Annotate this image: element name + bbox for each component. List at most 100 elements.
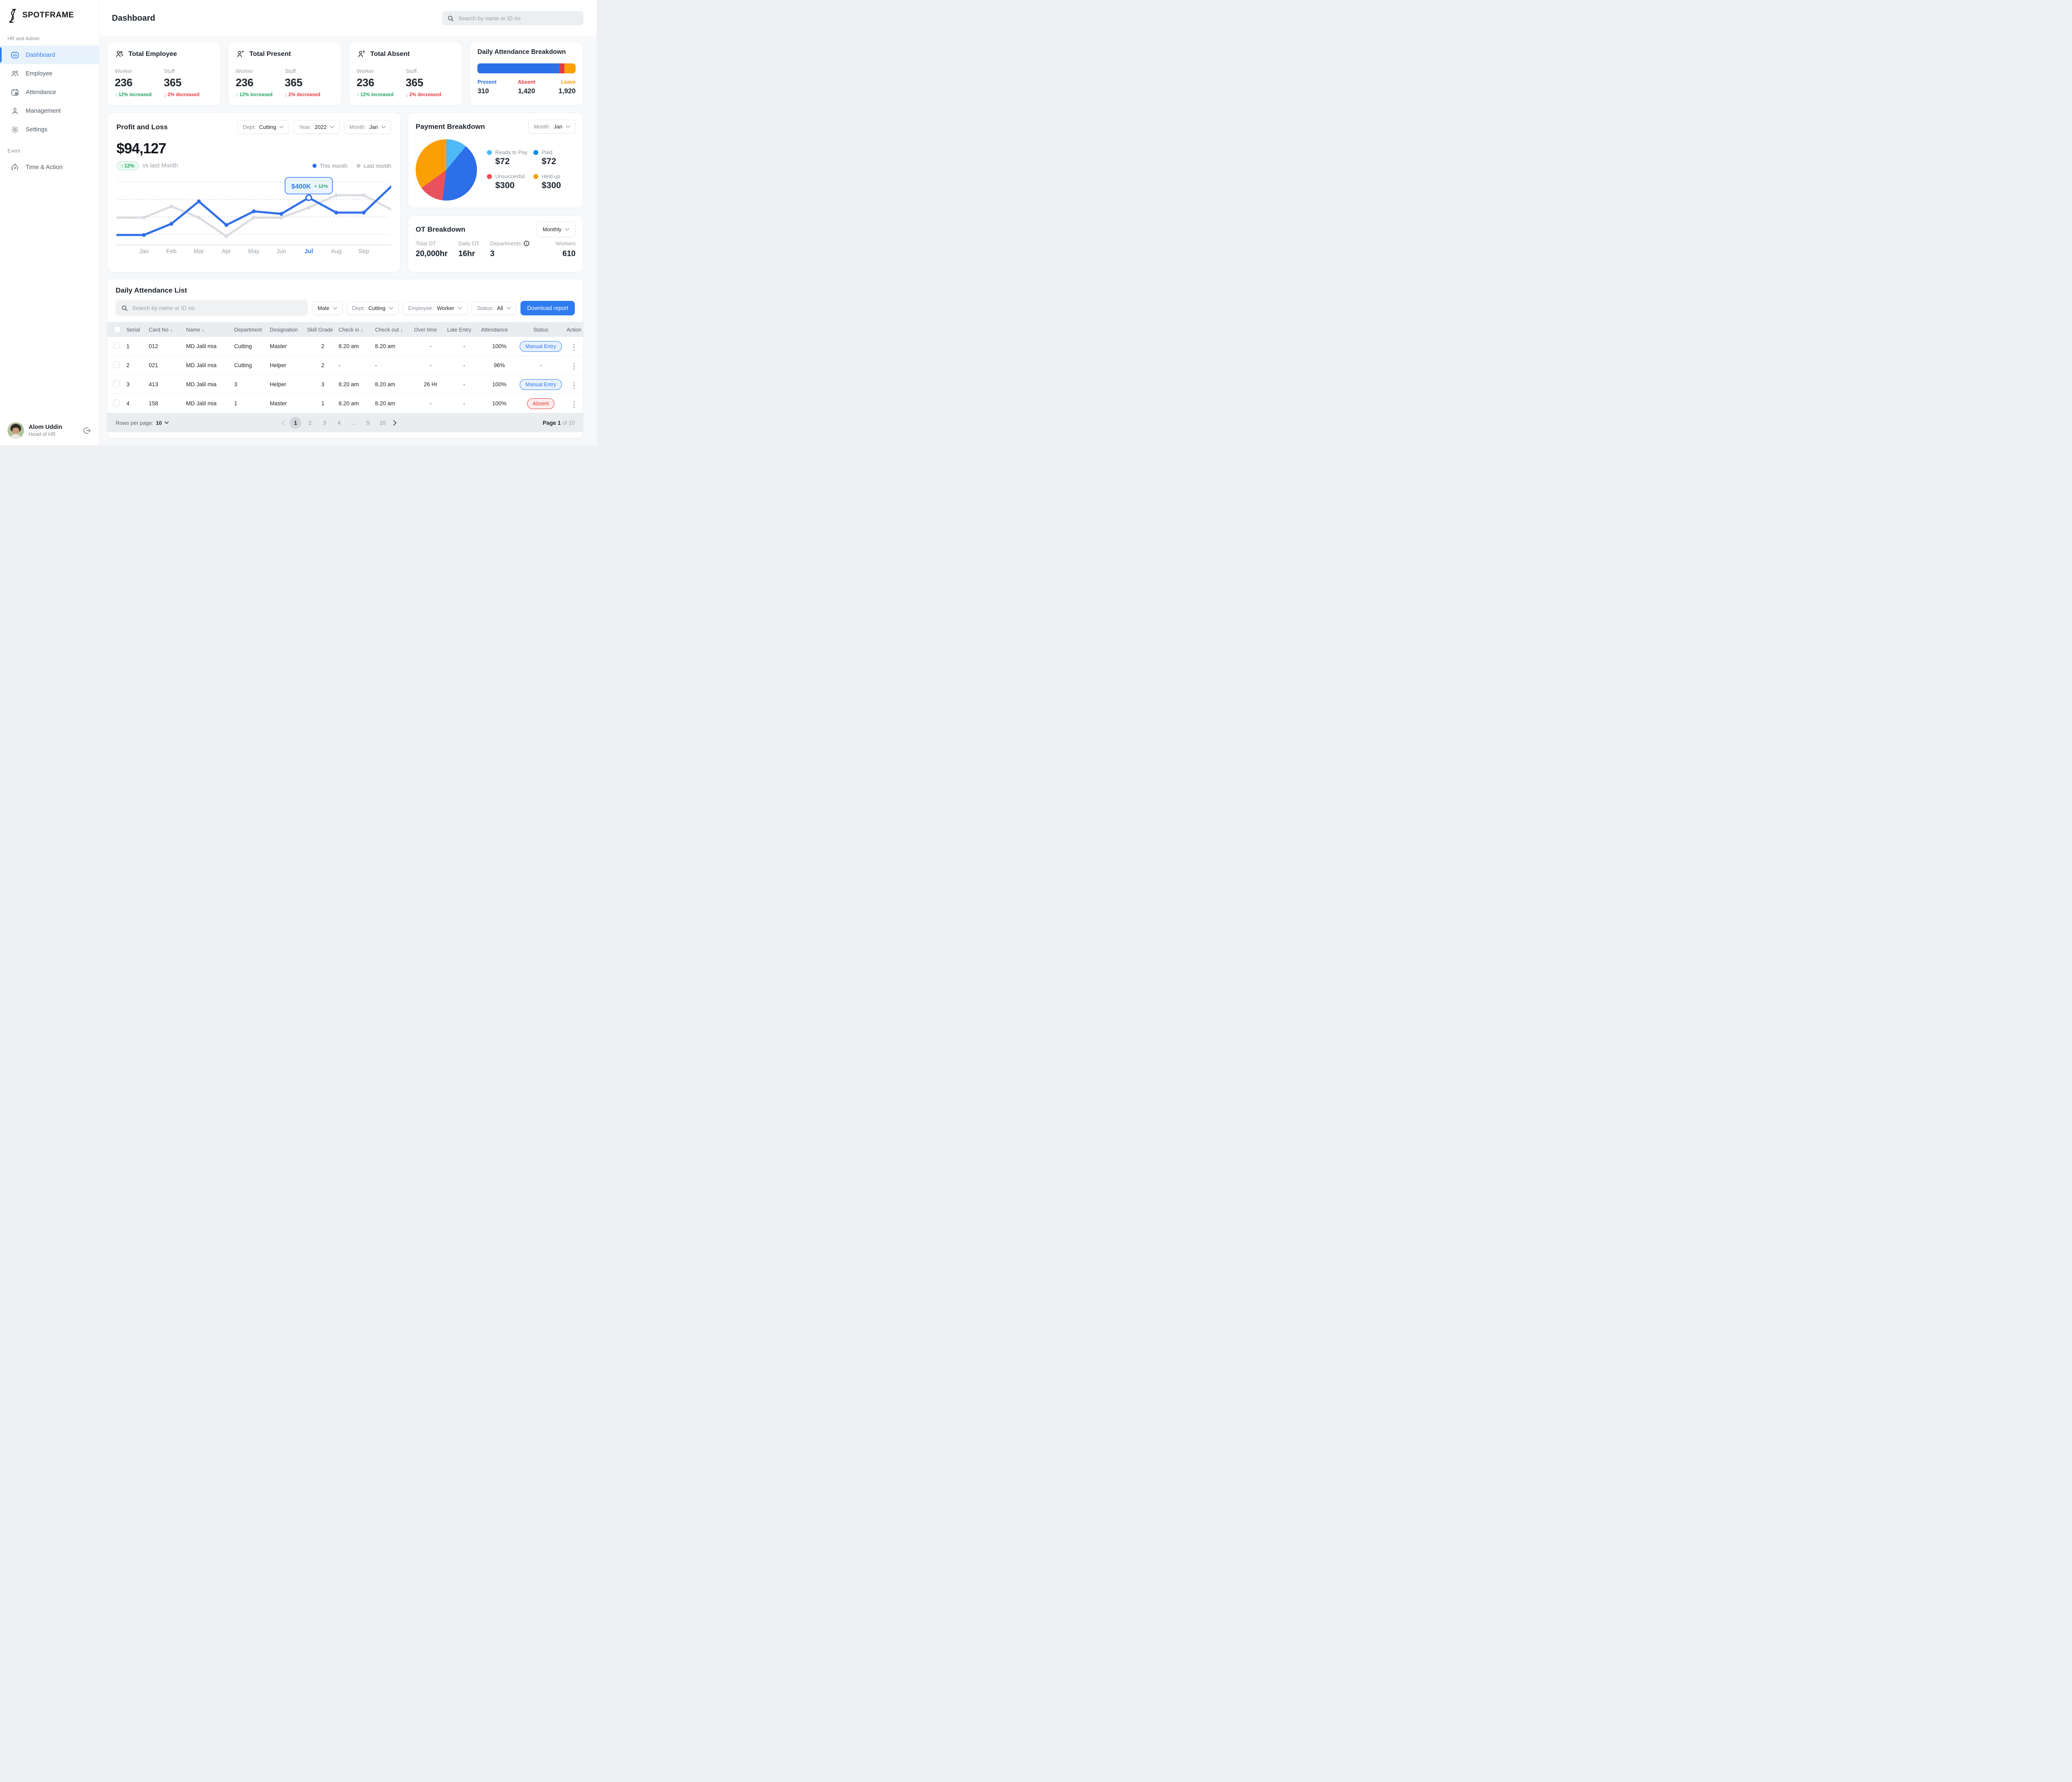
page-number[interactable]: 3 (323, 419, 326, 426)
sidebar-section-event: Event (7, 148, 20, 154)
card-title: OT Breakdown (416, 225, 465, 233)
info-icon[interactable] (523, 240, 530, 247)
col-status[interactable]: Status (533, 326, 549, 333)
ot-total: Total OT 20,000hr (416, 240, 448, 258)
row-checkbox[interactable] (113, 342, 120, 349)
select-all-checkbox[interactable] (114, 326, 121, 333)
stat-value: 236 (115, 76, 133, 89)
card-title: Payment Breakdown (416, 122, 485, 131)
page-number[interactable]: 9 (366, 419, 370, 426)
legend-unsuccesful: Unsuccesful $300 (487, 173, 529, 191)
row-checkbox[interactable] (113, 361, 120, 368)
sidebar-item-time-action[interactable]: Time & Action (0, 158, 99, 177)
month-label: Jan (139, 248, 149, 255)
col-skill-grade[interactable]: Skill Grade (307, 326, 333, 333)
legend-dot-icon (487, 150, 492, 155)
chevron-down-icon (279, 126, 284, 128)
col-attendance[interactable]: Attendance (481, 326, 508, 333)
col-card-no[interactable]: Card No (149, 327, 186, 333)
avatar (7, 422, 24, 439)
logout-icon[interactable] (82, 426, 92, 436)
page-ellipsis: ... (351, 419, 356, 426)
profit-loss-card: Profit and Loss Dept: Cutting Year: 2022 (107, 112, 401, 272)
page-title: Dashboard (112, 13, 155, 23)
stat-value: 236 (235, 76, 254, 89)
col-over-time[interactable]: Over time (414, 326, 437, 333)
attendance-icon (10, 88, 19, 97)
search-icon (121, 305, 128, 312)
stat-stuff: Stuff 365 2% decreased (406, 68, 455, 98)
year-filter-dropdown[interactable]: Year: 2022 (293, 120, 340, 134)
ot-period-dropdown[interactable]: Monthly (536, 222, 576, 237)
app-root: SPOTFRAME HR and Admin Dashboard Employe… (0, 0, 597, 446)
sidebar-item-attendance[interactable]: Attendance (0, 83, 99, 102)
col-check-out[interactable]: Check out (375, 327, 414, 333)
payment-month-dropdown[interactable]: Month: Jan (528, 120, 576, 133)
legend-dot-icon (533, 174, 538, 179)
employee-icon (10, 69, 19, 78)
col-action[interactable]: Action (566, 326, 581, 333)
download-report-button[interactable]: Download report (520, 300, 575, 315)
legend-dot-icon (312, 164, 317, 168)
col-department[interactable]: Department (234, 326, 262, 333)
sidebar-item-dashboard[interactable]: Dashboard (0, 46, 99, 64)
employee-filter-dropdown[interactable]: Employee: Worker (402, 301, 468, 315)
row-checkbox[interactable] (113, 380, 120, 387)
ot-breakdown-card: OT Breakdown Monthly Total OT (408, 215, 583, 272)
sidebar-item-employee[interactable]: Employee (0, 64, 99, 83)
settings-icon (10, 125, 19, 134)
sidebar-item-settings[interactable]: Settings (0, 120, 99, 139)
dept-filter-dropdown[interactable]: Dept: Cutting (346, 301, 399, 315)
row-menu-icon[interactable] (571, 399, 577, 410)
ot-daily: Daily OT 16hr (458, 240, 479, 258)
stat-worker: Worker 236 12% increased (236, 68, 285, 98)
stat-card-total-present: Total Present Worker 236 12% increased S… (228, 42, 342, 106)
rows-per-page[interactable]: Rows per page: 10 (116, 420, 169, 426)
row-checkbox[interactable] (113, 399, 120, 406)
legend-paid: Paid $72 (533, 149, 576, 167)
page-number[interactable]: 1 (290, 417, 302, 429)
search-icon (447, 15, 454, 22)
daily-attendance-list-card: Daily Attendance List Male Dept:Cutt (107, 279, 583, 438)
arrow-up-icon (236, 92, 238, 98)
col-serial[interactable]: Serial (126, 326, 140, 333)
row-menu-icon[interactable] (571, 380, 577, 391)
ot-departments: Departments 3 (490, 240, 530, 259)
stat-delta: 2% decreased (164, 92, 213, 98)
page-number[interactable]: 4 (337, 419, 341, 426)
gender-filter-dropdown[interactable]: Male (312, 301, 343, 315)
table-row: 1 012 MD Jalil mia Cutting Master 2 8.20 am 8.2… (107, 337, 583, 356)
prev-page-icon[interactable] (279, 419, 287, 426)
payment-pie-chart (416, 139, 477, 201)
legend-last-month: Last month (356, 163, 391, 169)
attendance-bar (477, 63, 576, 73)
dept-filter-dropdown[interactable]: Dept: Cutting (237, 120, 290, 134)
list-search-input[interactable] (132, 305, 303, 311)
stat-stuff: Stuff 365 2% decreased (164, 68, 213, 98)
dashboard-icon (10, 51, 19, 60)
svg-text:$400K: $400K (291, 183, 311, 190)
col-late-entry[interactable]: Late Entry (447, 326, 472, 333)
stat-title: Total Present (249, 50, 291, 58)
arrow-down-icon (164, 92, 166, 98)
month-label: Mar (194, 248, 204, 255)
sidebar-item-management[interactable]: Management (0, 102, 99, 120)
status-filter-dropdown[interactable]: Status: All (472, 301, 516, 315)
col-designation[interactable]: Designation (270, 326, 298, 333)
person-question-icon (357, 49, 366, 59)
sidebar-item-label: Attendance (26, 89, 56, 96)
next-page-icon[interactable] (391, 419, 399, 426)
search-input[interactable] (458, 15, 579, 22)
sort-down-icon (401, 327, 403, 333)
time-action-icon (10, 163, 19, 172)
stat-stuff: Stuff 365 2% decreased (285, 68, 334, 98)
arrow-up-icon (121, 163, 123, 169)
col-name[interactable]: Name (186, 327, 234, 333)
page-number[interactable]: 2 (308, 419, 312, 426)
col-check-in[interactable]: Check in (339, 327, 375, 333)
page-number[interactable]: 10 (379, 419, 386, 426)
row-menu-icon[interactable] (571, 342, 577, 353)
month-filter-dropdown[interactable]: Month: Jan (344, 120, 391, 134)
row-menu-icon[interactable] (571, 361, 577, 372)
person-check-icon (236, 49, 245, 59)
